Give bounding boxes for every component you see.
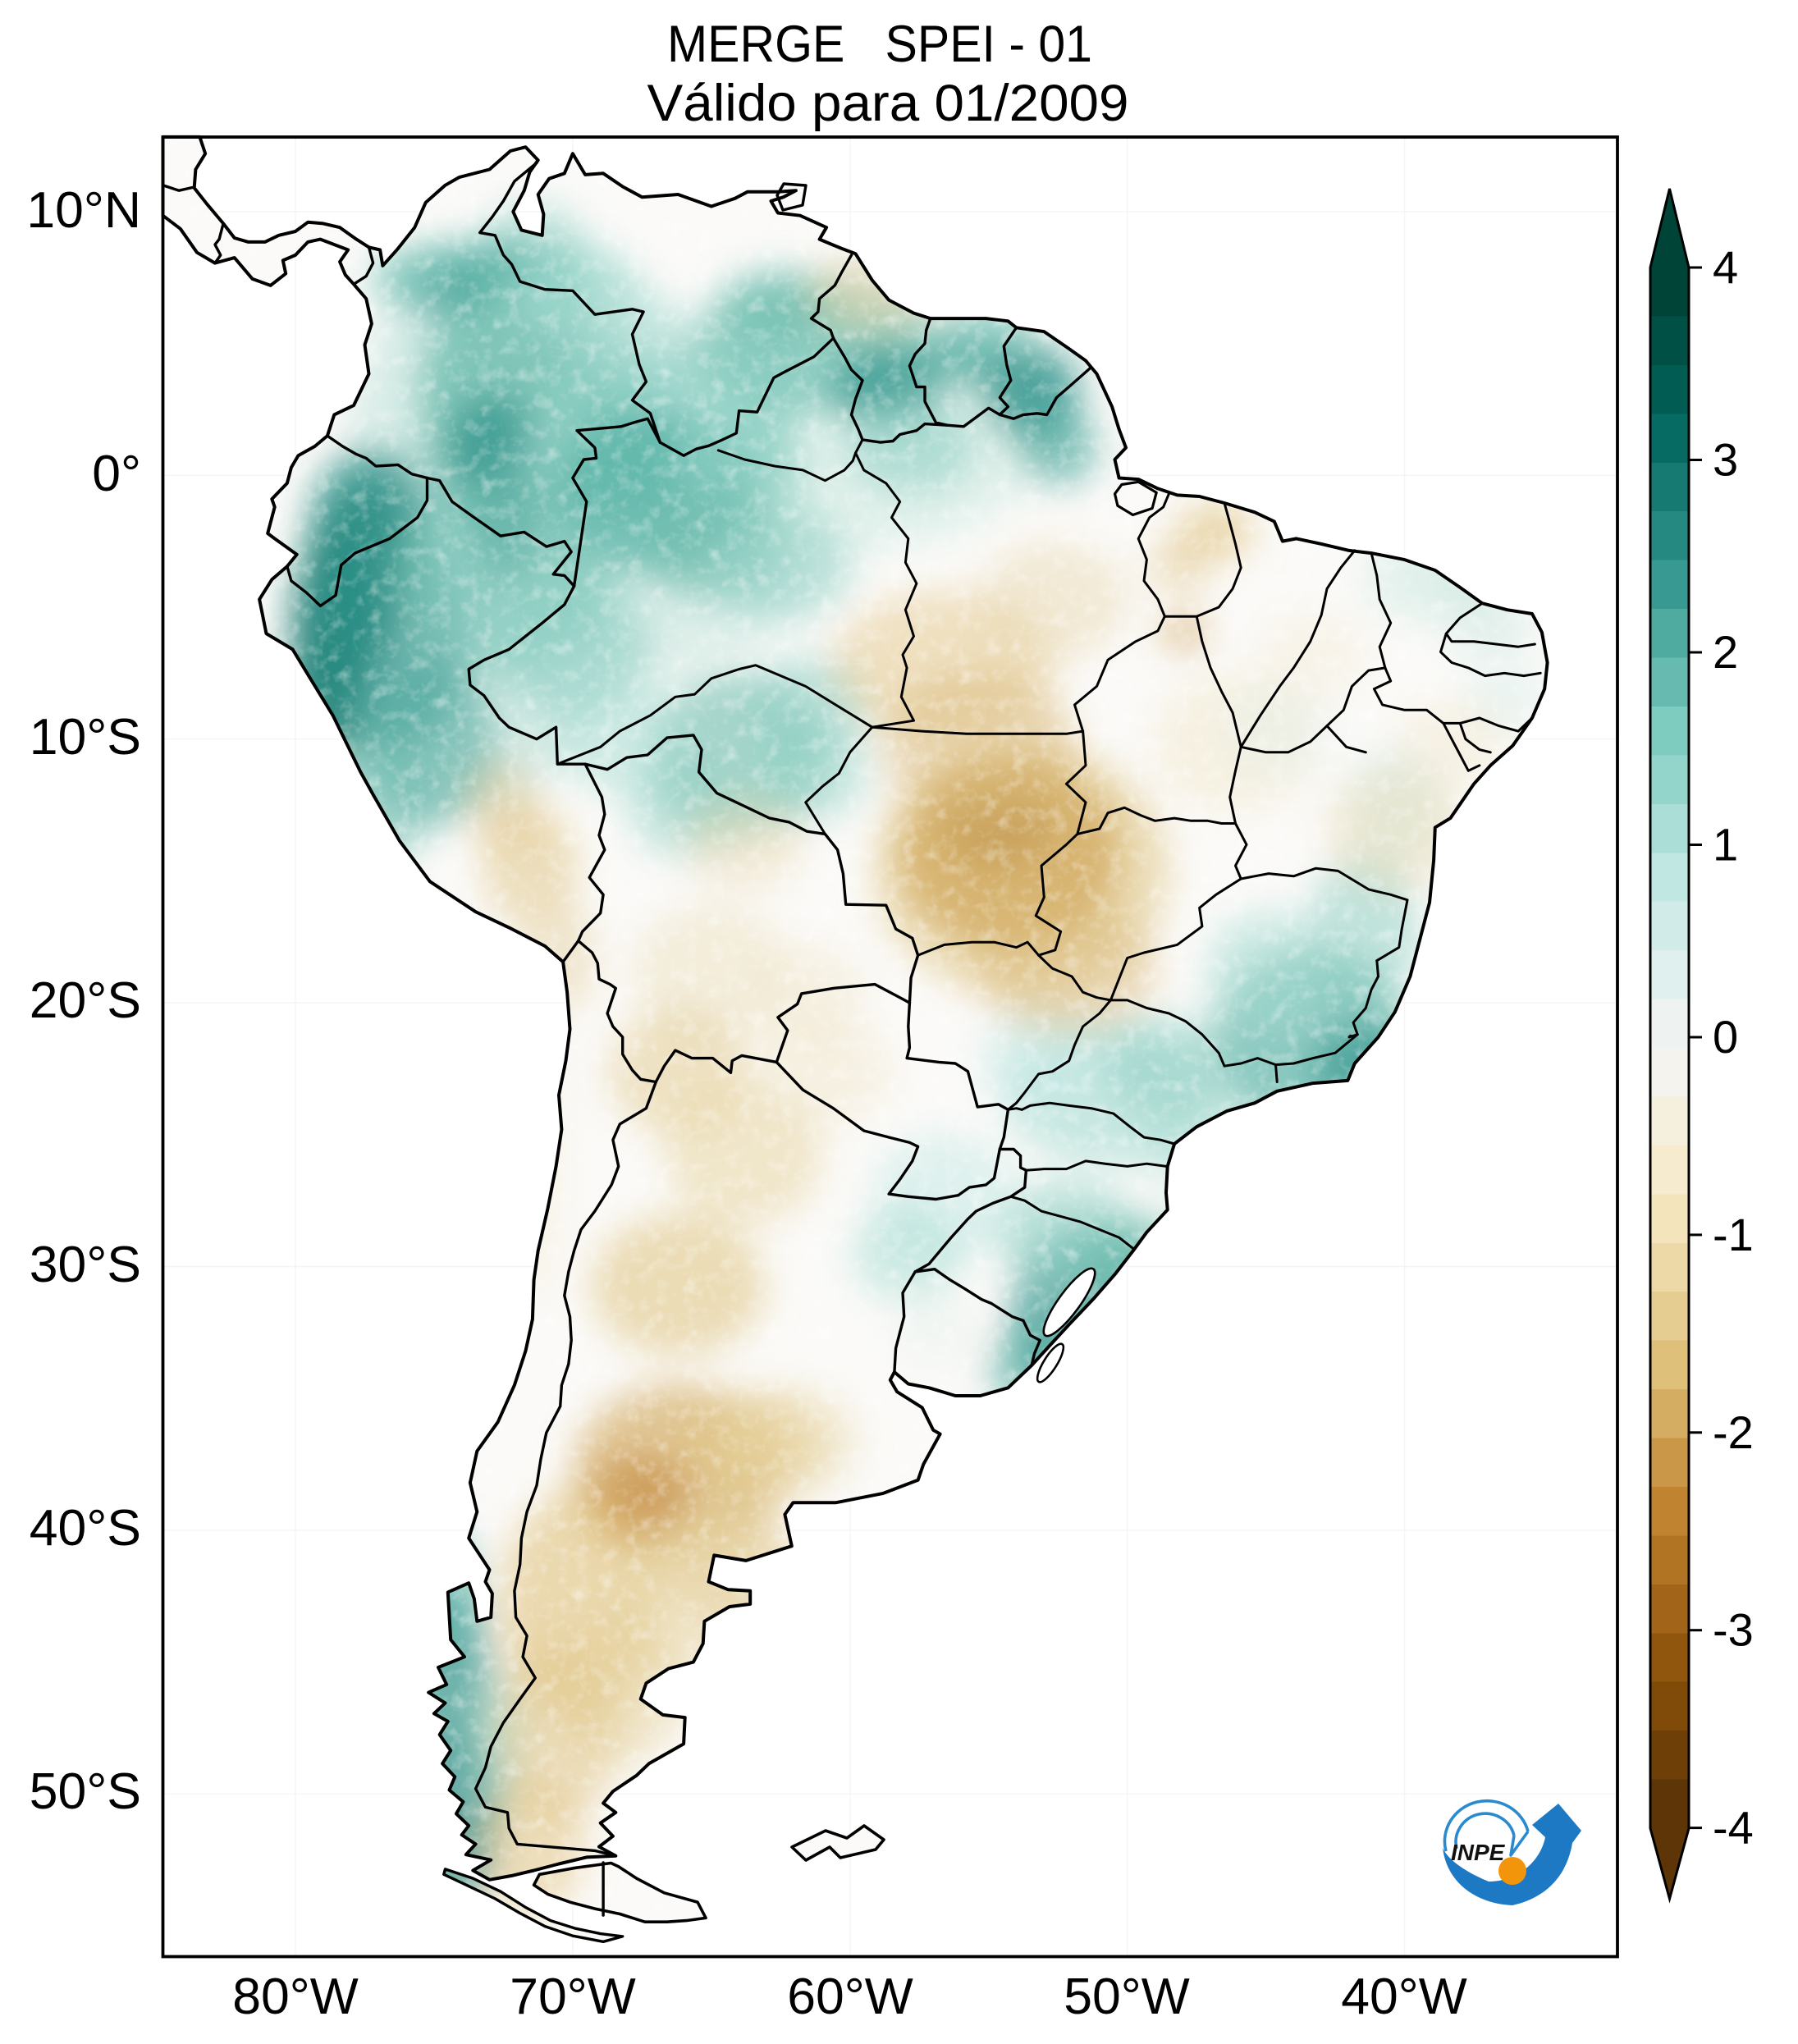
svg-text:50°S: 50°S [30, 1763, 141, 1820]
svg-text:10°S: 10°S [30, 708, 141, 766]
svg-text:INPE: INPE [1451, 1840, 1506, 1865]
svg-text:60°W: 60°W [787, 1968, 913, 2025]
svg-text:80°W: 80°W [232, 1968, 359, 2025]
svg-text:-3: -3 [1713, 1604, 1754, 1656]
svg-text:20°S: 20°S [30, 972, 141, 1029]
svg-text:1: 1 [1713, 819, 1738, 871]
svg-text:Válido para 01/2009: Válido para 01/2009 [647, 75, 1129, 132]
svg-text:0°: 0° [92, 445, 141, 502]
svg-text:40°W: 40°W [1341, 1968, 1467, 2025]
svg-text:-4: -4 [1713, 1802, 1754, 1854]
svg-text:40°S: 40°S [30, 1499, 141, 1557]
svg-text:30°S: 30°S [30, 1236, 141, 1293]
svg-text:2: 2 [1713, 626, 1738, 678]
svg-text:50°W: 50°W [1064, 1968, 1190, 2025]
svg-text:0: 0 [1713, 1011, 1738, 1063]
svg-text:-2: -2 [1713, 1406, 1754, 1458]
svg-text:MERGE SPEI - 01: MERGE SPEI - 01 [667, 16, 1092, 73]
svg-text:70°W: 70°W [510, 1968, 636, 2025]
svg-text:-1: -1 [1713, 1209, 1754, 1260]
svg-text:3: 3 [1713, 434, 1738, 486]
svg-text:4: 4 [1713, 241, 1738, 293]
svg-text:10°N: 10°N [26, 181, 141, 239]
